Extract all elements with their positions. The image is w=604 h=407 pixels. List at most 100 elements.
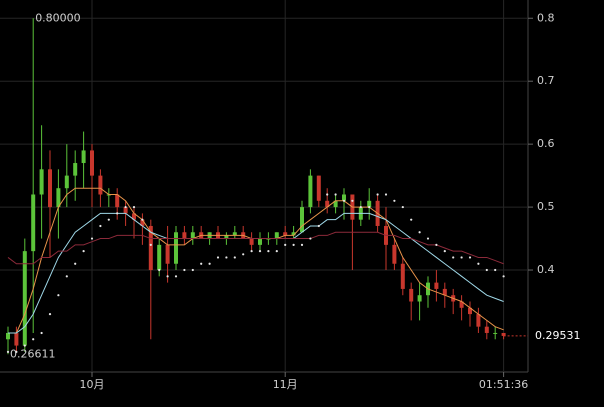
x-tick-label: 01:51:36 bbox=[479, 378, 528, 391]
sar-dot bbox=[250, 250, 253, 253]
sar-dot bbox=[107, 218, 110, 221]
sar-dot bbox=[183, 268, 186, 272]
sar-dot bbox=[233, 256, 236, 259]
sar-dot bbox=[494, 268, 497, 272]
sar-dot bbox=[468, 256, 472, 259]
sar-dot bbox=[208, 262, 211, 265]
candle-body bbox=[22, 251, 27, 346]
candle-body bbox=[31, 194, 36, 252]
sar-dot bbox=[460, 256, 463, 259]
candle-body bbox=[182, 232, 187, 239]
candle-body bbox=[493, 332, 498, 334]
candle-body bbox=[157, 244, 162, 271]
candle-body bbox=[468, 307, 472, 315]
sar-dot bbox=[435, 243, 438, 246]
candle-body bbox=[484, 326, 489, 333]
sar-dot bbox=[216, 256, 220, 259]
sar-dot bbox=[317, 224, 320, 228]
sar-dot bbox=[393, 199, 396, 202]
y-tick-label: 0.5 bbox=[537, 200, 555, 213]
sar-dot bbox=[191, 268, 194, 272]
candle-body bbox=[232, 232, 237, 236]
candle-body bbox=[190, 232, 195, 239]
sar-dot bbox=[57, 294, 60, 297]
sar-dot bbox=[351, 199, 354, 202]
sar-dot bbox=[418, 231, 421, 234]
sar-dot bbox=[502, 275, 505, 278]
sar-dot bbox=[334, 193, 337, 196]
sar-dot bbox=[141, 218, 144, 221]
sar-dot bbox=[200, 262, 203, 265]
sar-dot bbox=[174, 275, 178, 278]
candle-body bbox=[501, 332, 506, 336]
moving-average-line bbox=[7, 231, 504, 265]
candle-body bbox=[274, 232, 279, 239]
sar-dot bbox=[376, 193, 379, 196]
sar-dot bbox=[99, 224, 102, 228]
candle-body bbox=[249, 238, 254, 245]
candle-body bbox=[476, 314, 481, 327]
x-tick-label: 11月 bbox=[273, 378, 298, 391]
candle-body bbox=[434, 282, 439, 289]
sar-dot bbox=[292, 243, 295, 246]
candle-body bbox=[342, 194, 346, 201]
sar-dot bbox=[242, 253, 245, 256]
last-price-label: 0.29531 bbox=[535, 329, 581, 342]
sar-dot bbox=[300, 243, 304, 246]
candle-body bbox=[224, 235, 229, 239]
candle-body bbox=[333, 200, 338, 208]
sar-dot bbox=[124, 205, 127, 209]
candle-body bbox=[174, 232, 178, 264]
sar-dot bbox=[443, 250, 446, 253]
sar-dot bbox=[485, 268, 488, 272]
sar-dot bbox=[342, 199, 346, 202]
candle-body bbox=[73, 163, 78, 176]
candle-body bbox=[132, 213, 136, 220]
sar-dot bbox=[166, 275, 169, 278]
sar-dot bbox=[267, 250, 270, 253]
sar-dot bbox=[158, 268, 161, 272]
candle-body bbox=[417, 295, 422, 302]
y-tick-label: 0.6 bbox=[537, 137, 555, 150]
sar-dot bbox=[90, 237, 94, 240]
candle-body bbox=[39, 169, 44, 195]
y-tick-label: 0.7 bbox=[537, 74, 555, 87]
sar-dot bbox=[48, 312, 52, 316]
sar-dot bbox=[74, 262, 77, 265]
candle-body bbox=[14, 332, 19, 346]
sar-dot bbox=[40, 331, 43, 335]
sar-dot bbox=[410, 218, 413, 221]
candle-body bbox=[442, 288, 447, 296]
candle-body bbox=[123, 207, 128, 214]
candle-body bbox=[291, 232, 296, 236]
sar-dot bbox=[426, 237, 430, 240]
sar-dot bbox=[275, 250, 278, 253]
sar-dot bbox=[258, 250, 262, 253]
candle-body bbox=[316, 175, 321, 201]
sar-dot bbox=[309, 237, 312, 240]
sar-dot bbox=[368, 205, 371, 209]
candle-body bbox=[48, 169, 52, 208]
sar-dot bbox=[477, 262, 480, 265]
candle-body bbox=[90, 150, 94, 176]
sar-dot bbox=[225, 256, 228, 259]
candle-body bbox=[367, 200, 372, 208]
sar-dot bbox=[6, 350, 10, 353]
candle-body bbox=[165, 244, 170, 264]
sar-dot bbox=[32, 338, 35, 341]
candle-body bbox=[140, 219, 145, 226]
candle-body bbox=[81, 150, 86, 164]
sar-dot bbox=[65, 275, 68, 278]
y-tick-label: 0.4 bbox=[537, 263, 555, 276]
candle-body bbox=[283, 232, 288, 236]
candle-body bbox=[409, 288, 414, 302]
min-label: 0.26611 bbox=[10, 347, 56, 360]
sar-dot bbox=[401, 205, 404, 209]
sar-dot bbox=[82, 250, 85, 253]
sar-dot bbox=[23, 344, 26, 347]
candle-body bbox=[115, 194, 120, 208]
y-tick-label: 0.8 bbox=[537, 11, 555, 24]
sar-dot bbox=[149, 243, 152, 246]
sar-dot bbox=[359, 205, 362, 209]
